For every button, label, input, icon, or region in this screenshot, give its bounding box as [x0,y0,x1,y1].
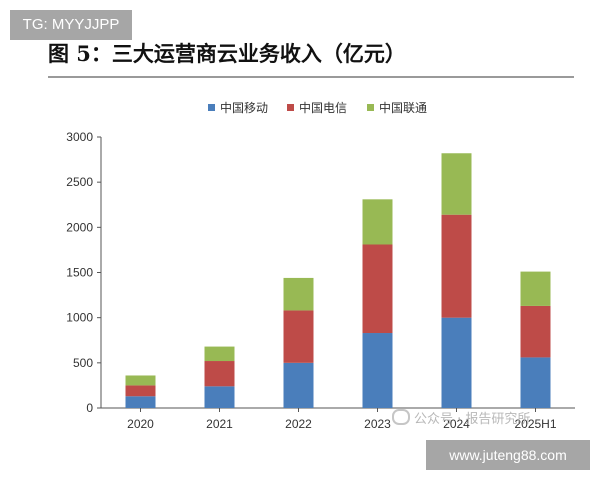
bar-2023-series-2 [362,244,393,334]
legend-swatch-2 [287,104,294,111]
bar-2023-series-1 [362,333,393,408]
legend-label-1: 中国移动 [220,100,268,115]
y-tick-label-3000: 3000 [66,130,93,144]
x-tick-label-2024: 2024 [443,417,470,431]
chart-title: 图 5：三大运营商云业务收入（亿元） [48,41,406,66]
y-tick-label-1000: 1000 [66,311,93,325]
bar-2022-series-2 [283,310,314,363]
title-divider [48,76,574,78]
legend-label-3: 中国联通 [379,100,427,115]
bar-2022-series-1 [283,362,314,408]
y-tick-label-2000: 2000 [66,220,93,234]
bar-2024-series-2 [441,214,472,318]
y-tick-label-2500: 2500 [66,175,93,189]
wechat-icon [392,409,410,425]
bar-2024-series-1 [441,317,472,408]
wechat-watermark-text: 公众号 · 报告研究所 [414,412,531,427]
bar-2025h1-series-3 [520,271,551,306]
x-tick-label-2025h1: 2025H1 [514,417,556,431]
bar-2020-series-3 [125,375,156,386]
bar-2024-series-3 [441,153,472,215]
bar-2020-series-2 [125,385,156,397]
legend-label-2: 中国电信 [299,100,347,115]
bar-2025h1-series-2 [520,305,551,358]
y-tick-label-1500: 1500 [66,266,93,280]
bar-2023-series-3 [362,199,393,245]
bar-2021-series-1 [204,386,235,408]
bar-2021-series-3 [204,346,235,362]
bar-2020-series-1 [125,396,156,408]
watermark-bottom-right: www.juteng88.com [426,440,590,470]
x-tick-label-2023: 2023 [364,417,391,431]
bar-2025h1-series-1 [520,357,551,408]
y-tick-label-0: 0 [86,401,93,415]
bar-2021-series-2 [204,361,235,387]
wechat-watermark: 公众号 · 报告研究所 [392,408,530,427]
bar-2022-series-3 [283,277,314,311]
legend-swatch-1 [208,104,215,111]
x-tick-label-2021: 2021 [206,417,233,431]
y-tick-label-500: 500 [73,356,93,370]
legend-swatch-3 [367,104,374,111]
x-tick-label-2020: 2020 [127,417,154,431]
x-tick-label-2022: 2022 [285,417,312,431]
watermark-top-left: TG: MYYJJPP [10,10,132,40]
